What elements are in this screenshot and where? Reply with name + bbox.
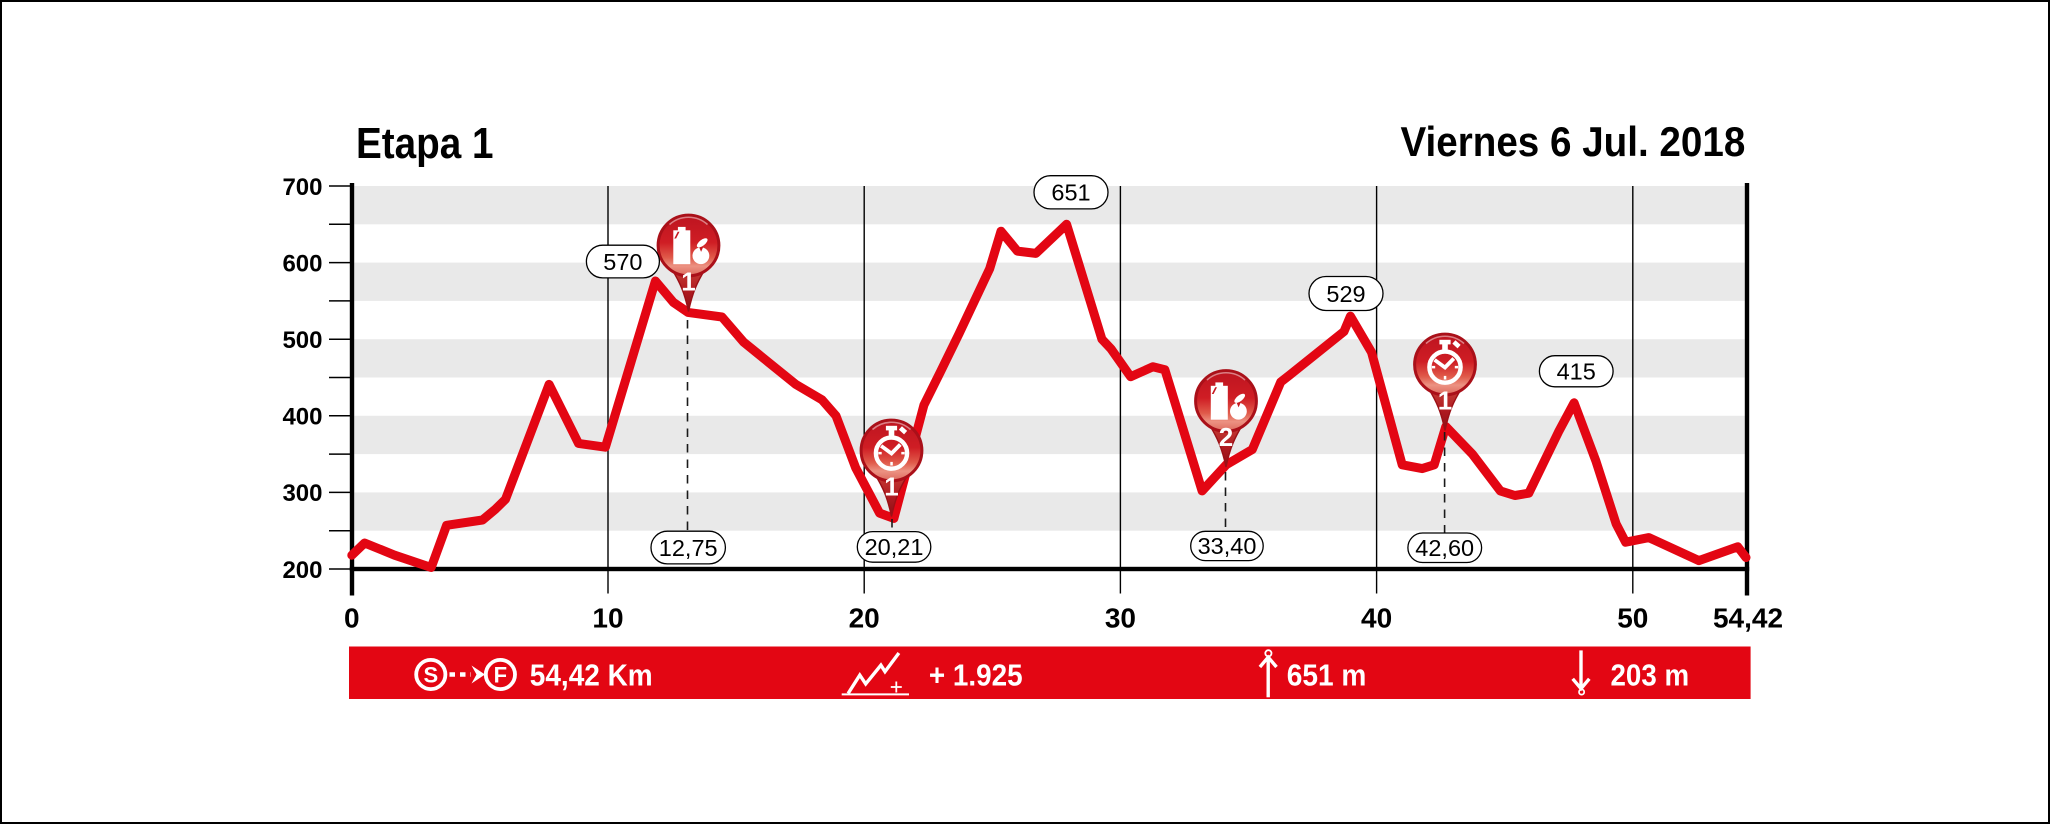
svg-text:30: 30 xyxy=(1105,603,1136,634)
svg-text:12,75: 12,75 xyxy=(659,535,718,561)
svg-text:400: 400 xyxy=(282,404,322,431)
svg-text:570: 570 xyxy=(603,249,642,275)
svg-text:300: 300 xyxy=(282,480,322,507)
svg-text:33,40: 33,40 xyxy=(1198,533,1257,559)
svg-text:54,42 Km: 54,42 Km xyxy=(530,658,653,692)
svg-text:500: 500 xyxy=(282,327,322,354)
svg-text:1: 1 xyxy=(681,267,695,297)
svg-text:+ 1.925: + 1.925 xyxy=(929,658,1023,692)
svg-text:F: F xyxy=(494,662,507,687)
svg-text:651 m: 651 m xyxy=(1287,658,1367,692)
svg-text:200: 200 xyxy=(282,557,322,584)
svg-text:600: 600 xyxy=(282,250,322,277)
svg-text:700: 700 xyxy=(282,174,322,201)
svg-text:20,21: 20,21 xyxy=(865,534,924,560)
svg-text:42,60: 42,60 xyxy=(1415,535,1474,561)
svg-text:Viernes 6 Jul. 2018: Viernes 6 Jul. 2018 xyxy=(1401,118,1746,165)
svg-text:1: 1 xyxy=(1438,386,1452,416)
svg-text:1: 1 xyxy=(884,472,898,502)
svg-text:10: 10 xyxy=(592,603,623,634)
svg-text:S: S xyxy=(423,662,438,687)
svg-text:54,42: 54,42 xyxy=(1713,603,1783,634)
svg-text:529: 529 xyxy=(1326,281,1365,307)
svg-text:2: 2 xyxy=(1219,422,1233,452)
svg-text:20: 20 xyxy=(849,603,880,634)
svg-text:415: 415 xyxy=(1557,359,1596,385)
svg-text:203 m: 203 m xyxy=(1611,658,1690,692)
svg-text:651: 651 xyxy=(1051,180,1090,206)
svg-text:50: 50 xyxy=(1617,603,1648,634)
svg-text:Etapa 1: Etapa 1 xyxy=(356,119,494,168)
svg-text:40: 40 xyxy=(1361,603,1392,634)
svg-text:0: 0 xyxy=(344,603,360,634)
